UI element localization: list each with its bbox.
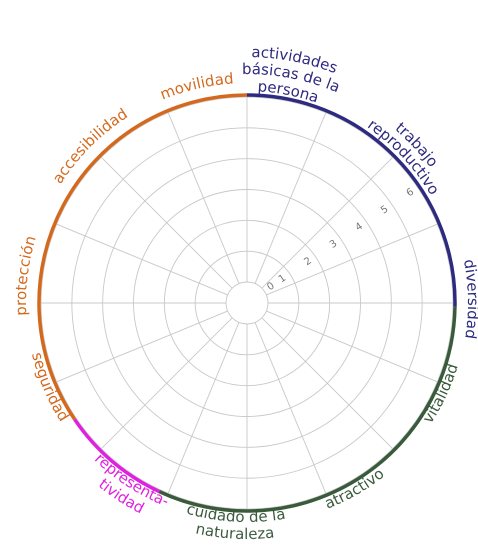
group-arc-green [158,306,457,513]
spoke-line [261,157,393,289]
category-label-line: atractivo [322,464,388,512]
tick-label: 3 [328,238,339,251]
category-label: diversidad [460,258,478,340]
category-label: representa-tividad [91,449,171,517]
tick-label: 4 [353,221,364,234]
group-arc-magenta [73,418,160,494]
category-label-line: protección [12,234,40,317]
category-label: protección [12,234,40,317]
tick-label: 6 [405,186,416,199]
spoke-line [254,322,327,494]
category-label-line: diversidad [460,258,478,340]
category-label: seguridad [28,350,73,424]
group-arc-orange [37,93,248,421]
spoke-line [254,112,327,284]
spoke-line [101,317,233,449]
tick-label: 5 [379,204,390,217]
spoke-line [261,317,393,449]
group-arc-blue [246,93,457,307]
category-label-line: naturaleza [194,520,275,543]
tick-label: 0 [265,280,276,293]
tick-label: 2 [302,255,313,268]
spoke-line [266,310,438,383]
spoke-line [56,310,228,383]
category-label: vitalidad [419,361,462,426]
tick-label: 1 [277,273,288,286]
spoke-line [266,223,438,296]
category-label: atractivo [322,464,388,512]
spoke-line [101,157,233,289]
tick-labels: 01 2 3 4 5 6 [265,186,416,293]
spoke-line [56,223,228,296]
grid-layer [40,96,454,510]
group-arcs [37,93,457,513]
category-label-line: seguridad [28,350,73,424]
category-label-line: vitalidad [419,361,462,426]
spoke-line [167,322,240,494]
spoke-line [167,112,240,284]
inner-ring [225,281,269,325]
